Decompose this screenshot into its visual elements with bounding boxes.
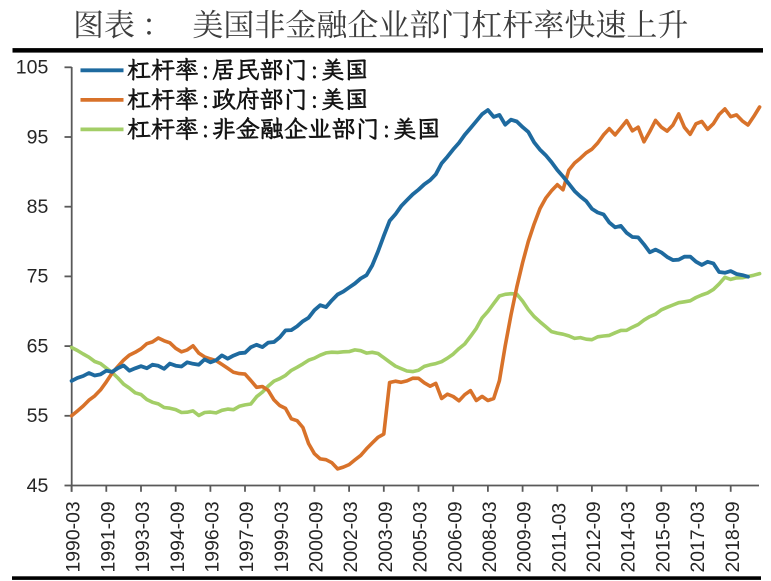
svg-text:2005-03: 2005-03 [410,501,432,572]
svg-text:2002-03: 2002-03 [340,501,362,572]
svg-text:1994-09: 1994-09 [167,501,189,572]
svg-text:55: 55 [27,405,49,427]
svg-text:1999-03: 1999-03 [271,501,293,572]
svg-text:2009-09: 2009-09 [514,501,536,572]
svg-text:45: 45 [27,475,49,497]
svg-text:1991-09: 1991-09 [97,501,119,572]
svg-text:65: 65 [27,335,49,357]
svg-text:75: 75 [27,266,49,288]
svg-text:2000-09: 2000-09 [306,501,328,572]
svg-text:2011-03: 2011-03 [548,503,570,573]
svg-text:85: 85 [27,196,49,218]
svg-text:105: 105 [16,57,49,79]
svg-text:1996-03: 1996-03 [202,501,224,572]
svg-text:2015-09: 2015-09 [652,501,674,572]
svg-text:2003-09: 2003-09 [375,501,397,572]
svg-text:2006-09: 2006-09 [444,501,466,572]
svg-text:2008-03: 2008-03 [479,501,501,572]
svg-text:1990-03: 1990-03 [63,501,85,572]
svg-text:2017-03: 2017-03 [687,501,709,572]
svg-text:2014-03: 2014-03 [618,501,640,572]
svg-text:1997-09: 1997-09 [236,501,258,572]
svg-text:95: 95 [27,126,49,148]
svg-text:2012-09: 2012-09 [583,501,605,572]
svg-text:1993-03: 1993-03 [132,501,154,572]
svg-text:2018-09: 2018-09 [722,501,744,572]
